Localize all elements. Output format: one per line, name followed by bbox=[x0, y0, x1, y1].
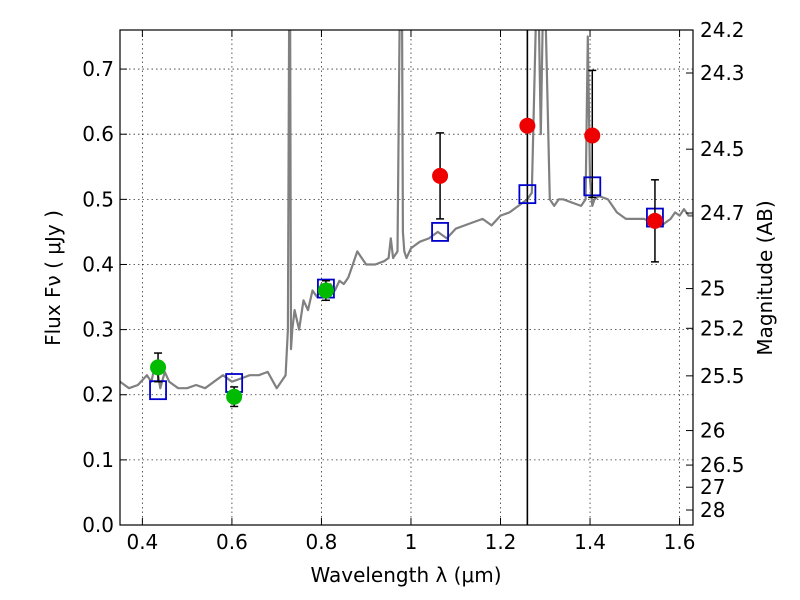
grid bbox=[120, 30, 693, 526]
plot-frame bbox=[119, 29, 694, 526]
y2-tick-label: 24.3 bbox=[700, 61, 745, 85]
y2-tick-label: 24.5 bbox=[700, 137, 745, 161]
y-tick-label: 0.0 bbox=[82, 513, 114, 537]
observed-flux-point bbox=[317, 282, 334, 299]
x-tick-label: 0.6 bbox=[216, 530, 248, 554]
y2-tick-label: 25 bbox=[700, 277, 725, 301]
y-tick-label: 0.2 bbox=[82, 383, 114, 407]
y-tick-label: 0.3 bbox=[82, 318, 114, 342]
y2-tick-label: 27 bbox=[700, 475, 725, 499]
x-axis-label: Wavelength λ (μm) bbox=[310, 563, 501, 587]
observed-flux-point bbox=[584, 127, 601, 144]
x-tick-label: 1.4 bbox=[574, 530, 606, 554]
y-tick-label: 0.5 bbox=[82, 187, 114, 211]
y2-tick-label: 26.5 bbox=[700, 453, 745, 477]
x-tick-label: 0.4 bbox=[126, 530, 158, 554]
observed-flux-point bbox=[150, 359, 167, 376]
y2-tick-label: 24.2 bbox=[700, 18, 745, 42]
y-tick-label: 0.4 bbox=[82, 252, 114, 276]
y2-tick-label: 24.7 bbox=[700, 201, 745, 225]
x-tick-label: 1.2 bbox=[485, 530, 517, 554]
model-photometry-square bbox=[518, 184, 537, 205]
y-tick-label: 0.7 bbox=[82, 57, 114, 81]
observed-flux-point bbox=[432, 167, 449, 184]
observed-flux-point bbox=[646, 212, 663, 229]
y2-tick-label: 25.5 bbox=[700, 364, 745, 388]
observed-flux-point bbox=[519, 117, 536, 134]
y-tick-label: 0.1 bbox=[82, 448, 114, 472]
y-axis-label: Flux Fν ( μJy ) bbox=[41, 210, 65, 346]
model-photometry-square bbox=[431, 222, 449, 242]
axis-ticks: 0.4 0.6 0.8 1 1.2 1.4 1.6 0.0 0.1 0.2 0.3 0.4 0.5 0.6… bbox=[82, 18, 744, 554]
x-tick-label: 0.8 bbox=[306, 530, 338, 554]
y-tick-label: 0.6 bbox=[82, 122, 114, 146]
y2-tick-label: 26 bbox=[700, 419, 725, 443]
observed-flux-point bbox=[226, 388, 243, 405]
markers bbox=[149, 69, 664, 408]
x-tick-label: 1 bbox=[405, 530, 418, 554]
x-tick-label: 1.6 bbox=[664, 530, 696, 554]
y2-axis-label: Magnitude (AB) bbox=[753, 200, 777, 355]
y2-tick-label: 28 bbox=[700, 498, 725, 522]
y2-tick-label: 25.2 bbox=[700, 316, 745, 340]
